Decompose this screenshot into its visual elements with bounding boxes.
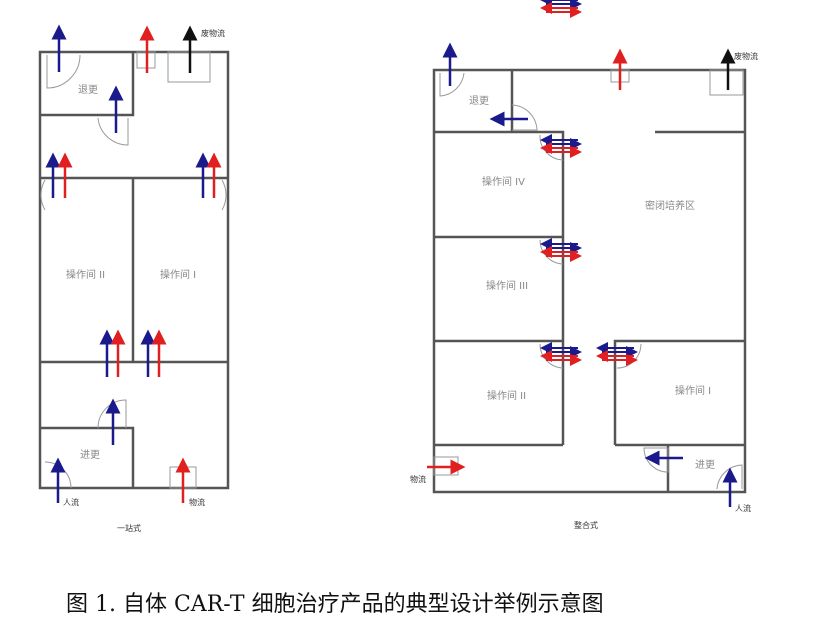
flow-label: 人流 — [735, 503, 751, 513]
flow-label: 废物流 — [201, 28, 225, 38]
flow-label: 物流 — [410, 474, 426, 484]
room-label: 操作间 I — [160, 268, 196, 281]
door — [97, 117, 129, 146]
flow-label: 人流 — [63, 497, 79, 507]
room-label: 操作间 IV — [482, 175, 525, 188]
left-floor-plan: 退更 操作间 II 操作间 I 进更 废物流 人流 物流 一站式 — [38, 24, 230, 533]
room-label: 进更 — [695, 459, 715, 471]
plan-title: 整合式 — [574, 520, 598, 530]
interior-walls — [434, 70, 745, 492]
interior-walls — [40, 52, 228, 488]
door — [439, 72, 465, 97]
bidirectional-flow-arrows — [540, 0, 582, 18]
room-label: 退更 — [78, 84, 98, 96]
door — [616, 343, 642, 369]
right-floor-plan: 退更 操作间 IV 密闭培养区 操作间 III 操作间 II 操作间 I 进更 … — [410, 0, 758, 530]
room-label: 密闭培养区 — [645, 199, 695, 212]
door — [221, 179, 227, 211]
door — [511, 104, 538, 131]
flow-arrow-group — [602, 348, 634, 360]
room-label: 操作间 II — [487, 389, 526, 402]
room-label: 退更 — [469, 95, 489, 107]
plan-title: 一站式 — [117, 523, 141, 533]
waste-pass-box — [709, 69, 744, 96]
room-label: 进更 — [80, 449, 100, 461]
flow-label: 物流 — [189, 497, 205, 507]
flow-label: 废物流 — [734, 51, 758, 61]
door — [46, 54, 81, 89]
figure-caption: 图 1. 自体 CAR-T 细胞治疗产品的典型设计举例示意图 — [66, 592, 604, 617]
room-label: 操作间 I — [675, 384, 711, 397]
door — [40, 179, 46, 211]
outer-wall — [432, 68, 747, 494]
flow-arrow-group — [540, 0, 582, 18]
door — [643, 447, 669, 473]
room-label: 操作间 II — [66, 268, 105, 281]
room-label: 操作间 III — [486, 279, 528, 292]
